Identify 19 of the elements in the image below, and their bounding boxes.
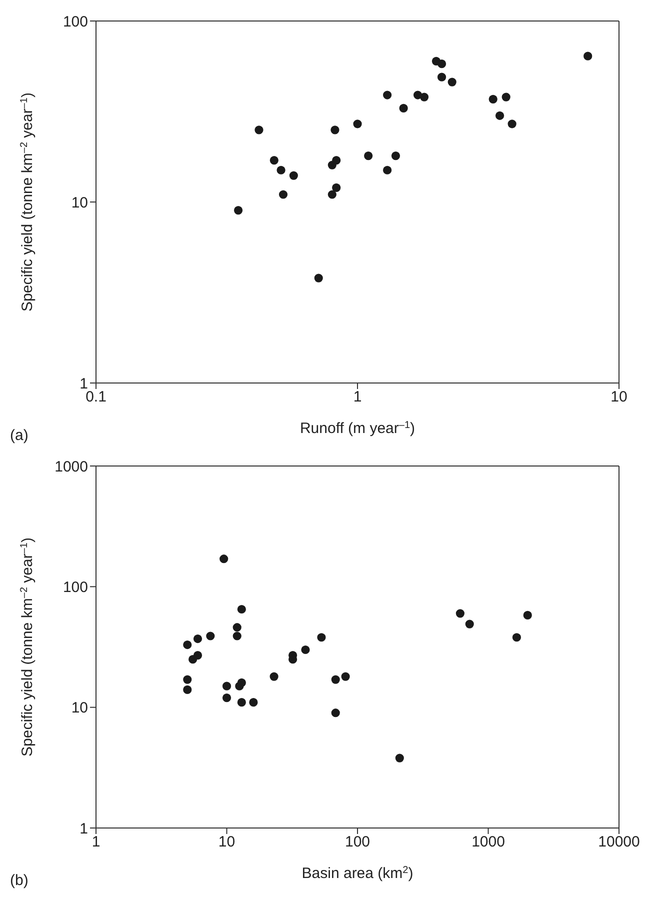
- text: (b): [10, 872, 28, 889]
- x-tick-label: 0.1: [86, 388, 106, 406]
- y-tick-label: 10: [71, 194, 88, 212]
- y-tick-label: 10: [71, 700, 88, 717]
- y-tick-label: 100: [62, 13, 88, 30]
- x-tick-label: 10: [218, 834, 236, 851]
- x-tick-label: 10000: [598, 834, 640, 851]
- x-tick-label: 1000: [472, 834, 505, 851]
- x-tick-label: 10: [610, 388, 628, 406]
- x-tick-label: 1: [92, 834, 100, 851]
- y-tick-label: 100: [62, 578, 88, 596]
- x-axis-title: Basin area (km$^{2}$): [302, 864, 414, 882]
- x-tick-label: 1: [353, 388, 362, 406]
- y-tick-label: 1: [80, 375, 88, 392]
- x-tick-label: 100: [344, 834, 370, 851]
- x-axis-title: Runoff (m year$^{–1}$): [300, 420, 416, 437]
- y-tick-label: 1: [80, 820, 88, 838]
- text: (a): [10, 427, 28, 444]
- y-tick-label: 1000: [54, 458, 88, 476]
